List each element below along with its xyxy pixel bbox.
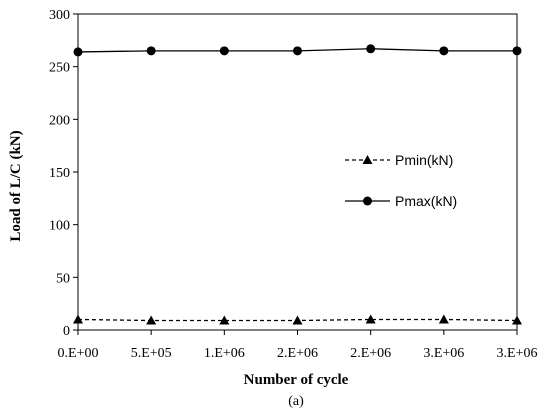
plot-area bbox=[77, 13, 518, 331]
pmin-kn-point bbox=[73, 314, 83, 324]
figure-caption: (a) bbox=[288, 394, 304, 409]
y-tick-label: 200 bbox=[49, 113, 70, 128]
x-tick-label: 1.E+06 bbox=[204, 346, 245, 361]
legend-pmin-kn-label: Pmin(kN) bbox=[395, 152, 453, 168]
x-tick-label: 5.E+05 bbox=[131, 346, 172, 361]
pmin-kn-point bbox=[365, 314, 376, 324]
pmax-kn-point bbox=[366, 44, 376, 54]
y-tick-label: 300 bbox=[49, 8, 70, 23]
x-tick-label: 2.E+06 bbox=[277, 346, 318, 361]
pmin-kn-point bbox=[292, 315, 303, 325]
x-tick-label: 2.E+06 bbox=[350, 346, 391, 361]
pmax-kn-point bbox=[146, 46, 156, 56]
pmin-kn-point bbox=[512, 315, 522, 325]
legend-pmax-kn-marker bbox=[363, 196, 372, 206]
x-tick-label: 0.E+00 bbox=[58, 346, 99, 361]
pmax-kn-point bbox=[512, 46, 522, 56]
pmin-kn-point bbox=[146, 315, 157, 325]
pmin-kn-point bbox=[219, 315, 230, 325]
x-axis-title: Number of cycle bbox=[244, 372, 349, 388]
pmin-kn-point bbox=[438, 314, 449, 324]
pmax-kn-point bbox=[293, 46, 302, 56]
series-pmax-kn bbox=[73, 44, 522, 57]
y-axis-title: Load of L/C (kN) bbox=[8, 130, 24, 241]
legend-pmin-kn-marker bbox=[362, 155, 373, 164]
series-layer bbox=[73, 44, 522, 325]
y-axis: 0 50 100 150 200 250 300 bbox=[49, 8, 78, 339]
pmax-kn-point bbox=[219, 46, 229, 56]
series-pmin-kn bbox=[73, 314, 522, 325]
x-tick-label: 3.E+06 bbox=[497, 346, 538, 361]
y-tick-label: 100 bbox=[49, 219, 70, 234]
pmax-kn-point bbox=[73, 47, 83, 57]
y-tick-label: 250 bbox=[49, 61, 70, 76]
x-tick-label: 3.E+06 bbox=[423, 346, 464, 361]
legend-pmax-kn-label: Pmax(kN) bbox=[395, 193, 457, 209]
x-axis: 0.E+00 5.E+05 1.E+06 2.E+06 2.E+06 3.E+06 3.E+… bbox=[58, 330, 538, 361]
y-tick-label: 50 bbox=[56, 271, 70, 286]
y-tick-label: 0 bbox=[63, 324, 70, 339]
pmax-kn-point bbox=[439, 46, 449, 56]
plot-border bbox=[77, 13, 518, 331]
y-tick-label: 150 bbox=[49, 166, 70, 181]
legend: Pmin(kN) Pmax(kN) bbox=[345, 152, 457, 209]
